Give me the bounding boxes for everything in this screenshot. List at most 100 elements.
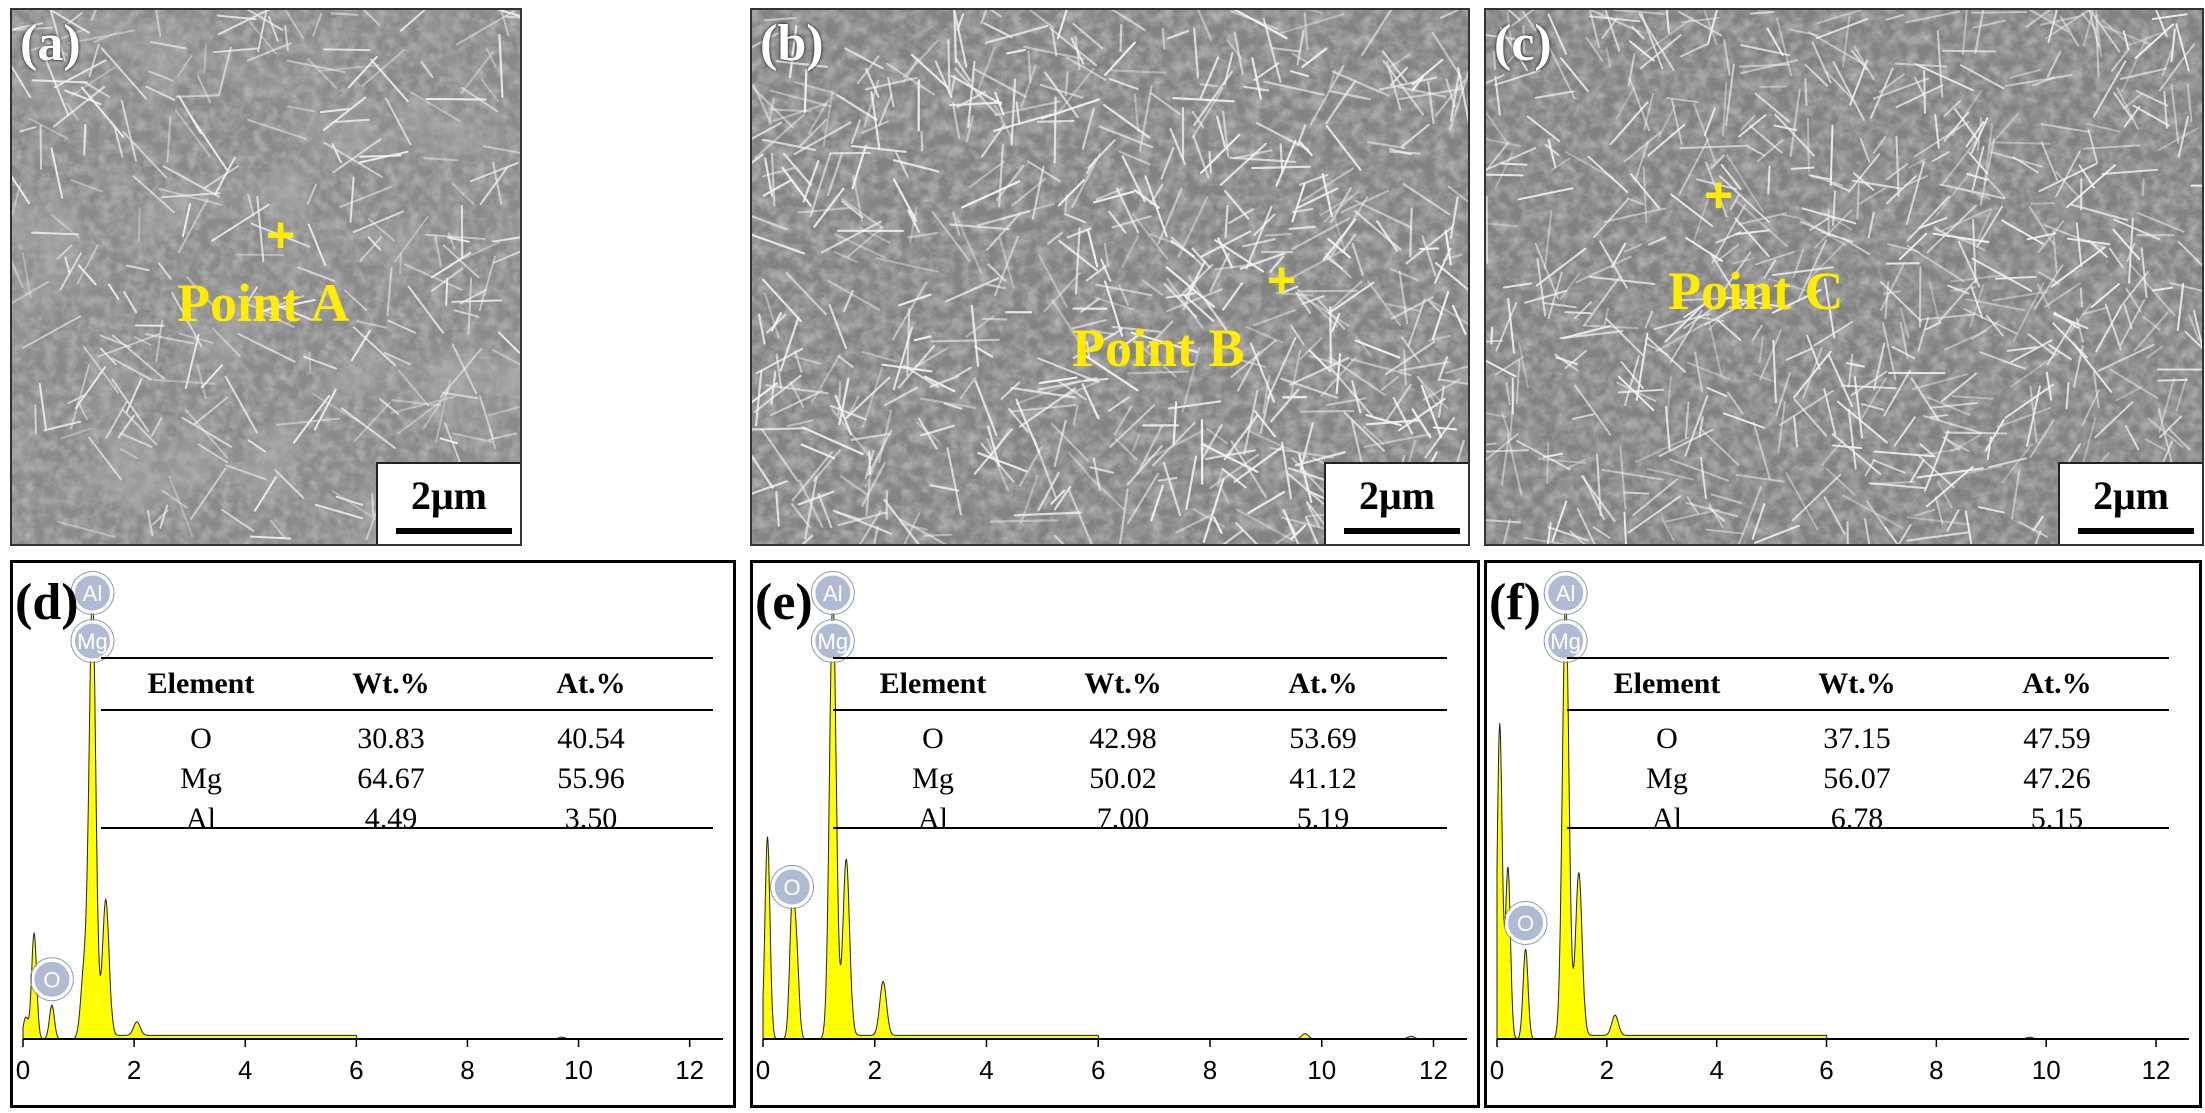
table-header: At.%: [1288, 667, 1357, 700]
flake: [1233, 445, 1284, 483]
flake: [1804, 63, 1829, 87]
flake: [1884, 526, 1899, 544]
flake: [212, 47, 259, 54]
flake: [1543, 209, 1553, 270]
flake: [478, 255, 496, 312]
x-tick-label: 8: [460, 1055, 474, 1085]
flake: [1694, 351, 1704, 393]
flake: [1169, 128, 1186, 165]
x-tick-label: 6: [349, 1055, 363, 1085]
flake: [1940, 372, 1977, 403]
flake: [1230, 440, 1267, 499]
scale-bar-line: [1344, 528, 1460, 534]
flake: [1882, 322, 1897, 381]
flake: [82, 80, 111, 98]
flake: [1255, 122, 1309, 151]
flake: [1791, 473, 1842, 522]
flake: [1214, 263, 1254, 271]
flake: [993, 100, 1062, 117]
table-cell: 56.07: [1823, 762, 1891, 795]
table-cell: Al: [186, 802, 216, 835]
flake: [1027, 50, 1032, 84]
flake: [1006, 48, 1026, 55]
flake: [1852, 179, 1904, 190]
flake: [2047, 10, 2058, 44]
flake: [1642, 166, 1648, 224]
flake: [1323, 190, 1359, 223]
flake: [2029, 385, 2038, 443]
flake: [1166, 30, 1189, 40]
flake: [1319, 195, 1354, 217]
flake: [253, 476, 277, 512]
flake: [850, 432, 892, 441]
flake: [71, 66, 116, 97]
flake: [1725, 154, 1765, 213]
flake: [2177, 240, 2202, 267]
flake: [1872, 135, 1887, 155]
flake: [2079, 287, 2084, 308]
flake: [943, 402, 963, 410]
flake: [970, 304, 980, 367]
flake: [1031, 165, 1045, 220]
flake: [1228, 208, 1254, 225]
flake: [1895, 84, 1944, 109]
flake: [2168, 428, 2191, 451]
flake: [211, 203, 270, 242]
flake: [1856, 183, 1860, 220]
flake: [1341, 233, 1357, 254]
flake: [2133, 312, 2169, 352]
table-cell: 41.12: [1289, 762, 1357, 795]
flake: [2136, 211, 2185, 233]
table-cell: 42.98: [1089, 722, 1157, 755]
flake: [1360, 10, 1393, 57]
flake: [1402, 183, 1451, 216]
flake: [303, 355, 337, 370]
flake: [2086, 122, 2121, 133]
flake: [2065, 381, 2070, 410]
flake: [1428, 298, 1468, 325]
flake: [1486, 74, 1505, 85]
flake: [1199, 83, 1219, 88]
flake: [1044, 71, 1079, 118]
flake: [1193, 70, 1234, 127]
flake: [1324, 255, 1344, 270]
scale-bar: 2μm: [2058, 462, 2202, 544]
flake: [1926, 396, 1971, 416]
flake: [1248, 430, 1308, 459]
flake: [2135, 89, 2169, 107]
flake: [1167, 400, 1222, 410]
flake: [1331, 312, 1341, 333]
flake: [88, 436, 122, 481]
scale-bar-line: [2078, 528, 2194, 534]
flake: [260, 299, 316, 313]
flake: [1872, 77, 1930, 100]
eds-chart: 0 2 4 6 8 10 12 Al Mg O Element Wt.% At.% O 37.15 47.59…: [1490, 571, 2189, 1085]
flake: [1486, 33, 1517, 41]
flake: [2142, 315, 2161, 331]
flake: [2038, 162, 2097, 193]
flake: [1282, 509, 1296, 535]
flake: [492, 162, 503, 205]
flake: [1102, 103, 1151, 139]
flake: [1914, 63, 1974, 92]
flake: [2095, 306, 2122, 353]
flake: [225, 464, 267, 481]
flake: [1574, 301, 1592, 320]
flake: [1781, 213, 1801, 220]
flake: [1228, 156, 1296, 163]
x-tick-label: 4: [238, 1055, 252, 1085]
flake: [752, 480, 788, 495]
flake: [2119, 299, 2146, 347]
flake: [1793, 416, 1799, 448]
flake: [399, 252, 402, 275]
panel-label: (e): [755, 574, 813, 631]
flake: [181, 202, 192, 238]
flake: [193, 396, 228, 425]
flake: [2170, 83, 2180, 144]
flake: [1707, 506, 1725, 522]
composition-table: Element Wt.% At.% O 37.15 47.59 Mg 56.07 47.26 Al…: [1567, 657, 2169, 835]
flake: [2028, 10, 2069, 33]
flake: [1934, 114, 1940, 149]
flake: [1325, 79, 1357, 125]
flake: [1486, 173, 1524, 177]
